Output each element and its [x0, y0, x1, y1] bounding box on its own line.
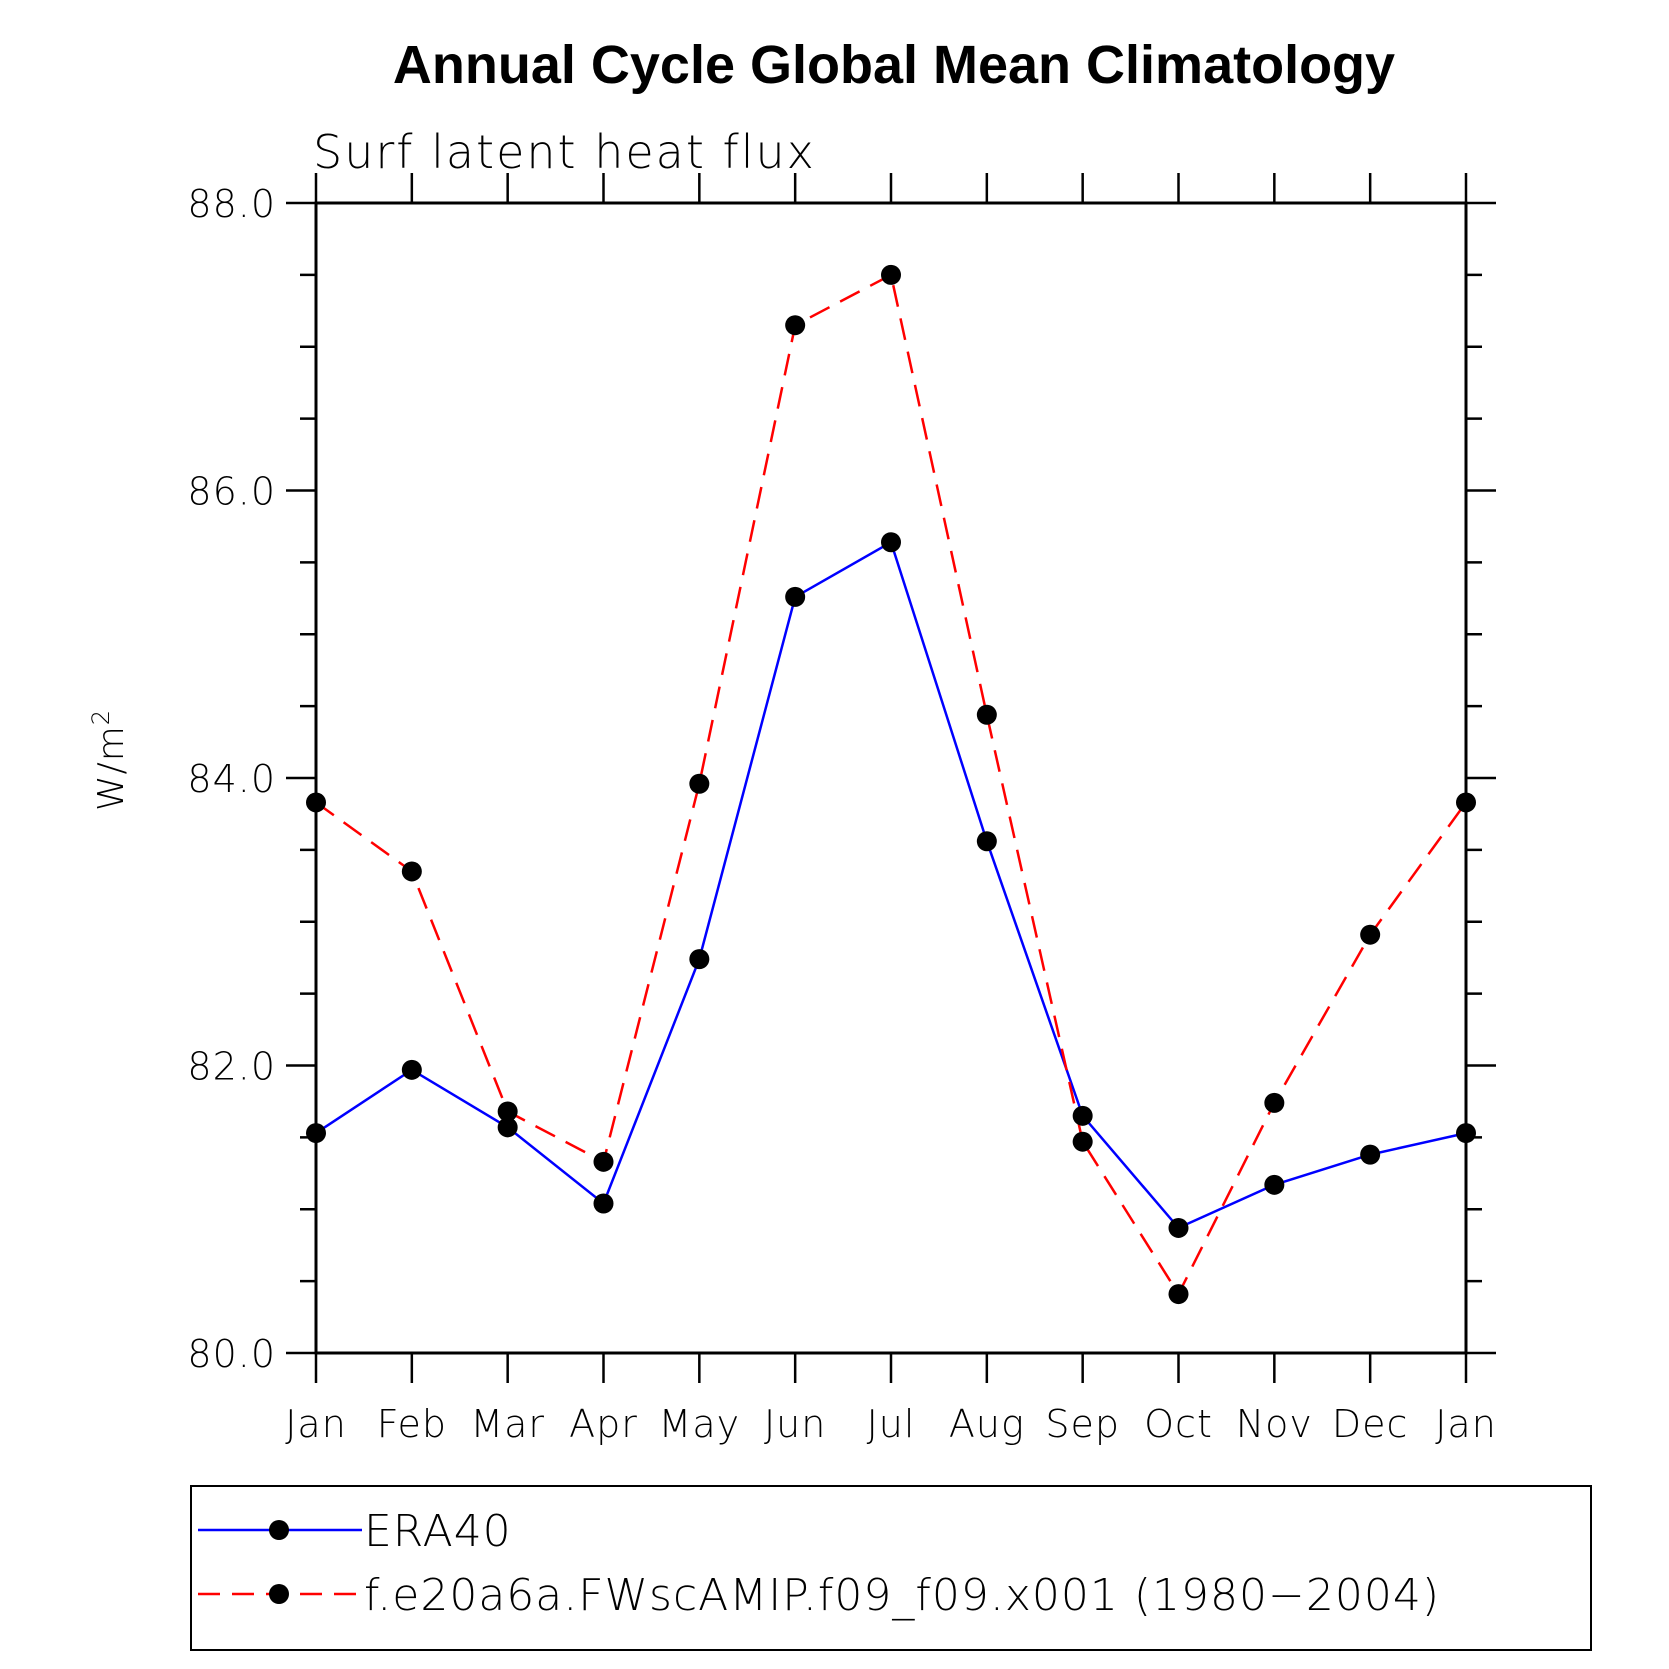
- series-0-point: [497, 1117, 518, 1138]
- series-1-point: [593, 1151, 614, 1172]
- series-0-point: [1264, 1174, 1285, 1195]
- series-line-1: [315, 273, 1468, 1297]
- series-1-point: [1264, 1092, 1285, 1113]
- legend-marker-1: [269, 1584, 289, 1604]
- series-area: [306, 264, 1476, 1305]
- series-1-point: [881, 264, 901, 285]
- series-1-point: [1072, 1131, 1093, 1152]
- series-0-point: [306, 1123, 326, 1144]
- series-0-point: [689, 949, 710, 970]
- y-tick-label: 84.0: [187, 757, 276, 801]
- series-1-point: [306, 792, 326, 813]
- x-tick-label: Apr: [569, 1402, 638, 1446]
- x-tick-label: Feb: [377, 1402, 447, 1446]
- chart-subtitle: Surf latent heat flux: [313, 125, 816, 179]
- x-tick-label: Jan: [285, 1402, 347, 1446]
- x-tick-label: May: [659, 1402, 741, 1446]
- series-0-point: [976, 831, 997, 852]
- x-axis: Jan Feb Mar Apr May Jun Jul Aug Sep Oct Nov Dec Jan: [285, 173, 1497, 1446]
- y-tick-label: 86.0: [187, 470, 276, 514]
- x-tick-label: Jun: [764, 1402, 826, 1446]
- series-1-point: [1360, 924, 1381, 945]
- x-tick-label: Aug: [949, 1402, 1025, 1446]
- series-1-point: [401, 861, 422, 882]
- series-1-point: [689, 773, 710, 794]
- y-tick-label: 82.0: [187, 1045, 276, 1089]
- series-0-point: [1072, 1105, 1093, 1126]
- svg-text:W/m2: W/m2: [87, 709, 132, 811]
- legend-label-0: ERA40: [364, 1506, 512, 1557]
- series-1-point: [976, 704, 997, 725]
- x-tick-label: Sep: [1045, 1402, 1120, 1446]
- series-0-point: [593, 1193, 614, 1214]
- x-tick-label: Mar: [470, 1402, 545, 1446]
- plot-frame: [314, 201, 1468, 1355]
- series-0-point: [401, 1059, 422, 1080]
- plot-border: [314, 201, 1468, 1355]
- y-axis-label: W/m: [91, 725, 132, 811]
- series-0-point: [1168, 1217, 1189, 1238]
- y-tick-label: 80.0: [187, 1332, 276, 1376]
- series-line-0: [315, 540, 1467, 1230]
- y-axis: 80.0 82.0 84.0 86.0 88.0: [187, 182, 1496, 1376]
- legend-box: [190, 1485, 1592, 1651]
- legend-marker-0: [269, 1520, 289, 1540]
- series-0-point: [785, 586, 806, 607]
- y-axis-title: W/m2: [87, 709, 132, 811]
- y-tick-label: 88.0: [187, 182, 276, 226]
- x-tick-label: Dec: [1332, 1402, 1409, 1446]
- x-tick-label: Nov: [1236, 1402, 1313, 1446]
- x-tick-label: Jul: [867, 1402, 916, 1446]
- series-1-point: [1168, 1284, 1189, 1305]
- legend: ERA40 f.e20a6a.FWscAMIP.f09_f09.x001 (198…: [190, 1485, 1592, 1651]
- legend-label-1: f.e20a6a.FWscAMIP.f09_f09.x001 (1980−200…: [364, 1570, 1440, 1621]
- series-1-point: [1456, 792, 1476, 813]
- x-tick-label: Oct: [1144, 1402, 1213, 1446]
- series-0-point: [881, 532, 901, 553]
- y-axis-label-superscript: 2: [87, 709, 115, 725]
- series-1-point: [785, 315, 806, 336]
- series-1-point: [497, 1101, 518, 1122]
- series-0-point: [1456, 1123, 1476, 1144]
- x-tick-label: Jan: [1435, 1402, 1497, 1446]
- series-0-point: [1360, 1144, 1381, 1165]
- chart-title: Annual Cycle Global Mean Climatology: [393, 35, 1395, 95]
